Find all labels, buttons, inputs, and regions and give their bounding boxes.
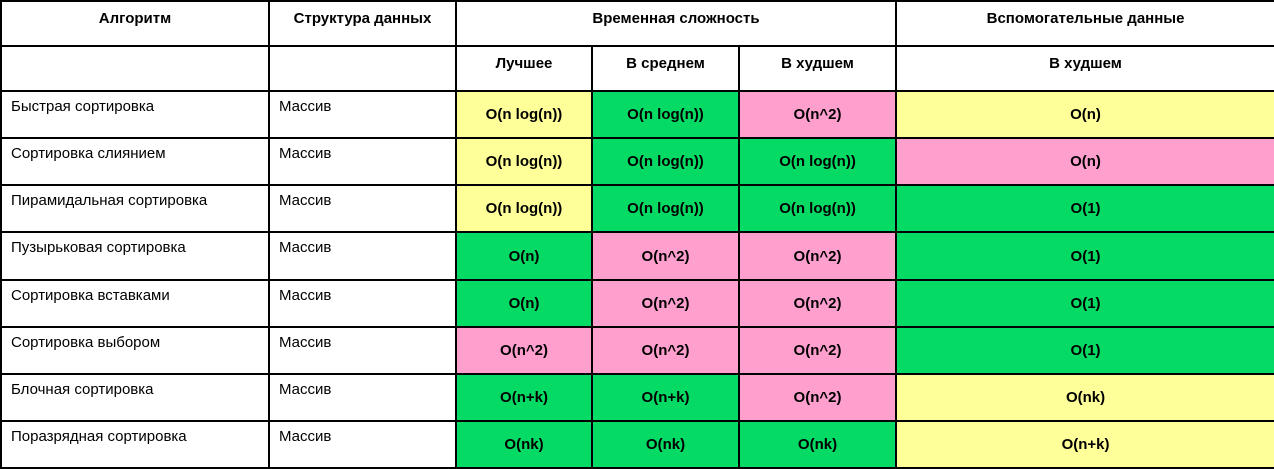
table-row-radix-sort: Поразрядная сортировка Массив O(nk) O(nk… (0, 419, 1274, 469)
worst-complexity-cell: O(n^2) (737, 372, 898, 422)
worst-complexity-cell: O(n^2) (737, 325, 898, 375)
worst-complexity-cell: O(nk) (737, 419, 898, 469)
table-row-selection-sort: Сортировка выбором Массив O(n^2) O(n^2) … (0, 325, 1274, 375)
data-structure-value: Массив (268, 419, 457, 469)
data-structure-value: Массив (268, 231, 457, 281)
data-structure-value: Массив (268, 137, 457, 187)
table-row-bucket-sort: Блочная сортировка Массив O(n+k) O(n+k) … (0, 372, 1274, 422)
data-structure-value: Массив (268, 90, 457, 140)
header-row-1: Алгоритм Структура данных Временная слож… (0, 0, 1274, 48)
auxiliary-complexity-cell: O(n) (895, 137, 1274, 187)
algorithm-name: Пузырьковая сортировка (0, 231, 270, 281)
best-complexity-cell: O(n log(n)) (455, 137, 593, 187)
col-header-aux-worst: В худшем (895, 45, 1274, 93)
best-complexity-cell: O(n) (455, 231, 593, 281)
best-complexity-cell: O(n+k) (455, 372, 593, 422)
average-complexity-cell: O(n+k) (591, 372, 740, 422)
data-structure-value: Массив (268, 325, 457, 375)
algorithm-name: Сортировка выбором (0, 325, 270, 375)
average-complexity-cell: O(n^2) (591, 278, 740, 328)
best-complexity-cell: O(nk) (455, 419, 593, 469)
table-row-insertion-sort: Сортировка вставками Массив O(n) O(n^2) … (0, 278, 1274, 328)
worst-complexity-cell: O(n^2) (737, 231, 898, 281)
auxiliary-complexity-cell: O(1) (895, 325, 1274, 375)
empty-header-cell (268, 45, 457, 93)
data-structure-value: Массив (268, 184, 457, 234)
worst-complexity-cell: O(n^2) (737, 90, 898, 140)
col-header-best: Лучшее (455, 45, 593, 93)
col-header-time-complexity: Временная сложность (454, 0, 898, 48)
col-header-auxiliary-data: Вспомогательные данные (895, 0, 1274, 48)
data-structure-value: Массив (268, 372, 457, 422)
auxiliary-complexity-cell: O(1) (895, 278, 1274, 328)
average-complexity-cell: O(n log(n)) (591, 90, 740, 140)
auxiliary-complexity-cell: O(n) (895, 90, 1274, 140)
algorithm-name: Поразрядная сортировка (0, 419, 270, 469)
best-complexity-cell: O(n log(n)) (455, 90, 593, 140)
worst-complexity-cell: O(n log(n)) (737, 137, 898, 187)
average-complexity-cell: O(n log(n)) (591, 137, 740, 187)
worst-complexity-cell: O(n^2) (737, 278, 898, 328)
average-complexity-cell: O(nk) (591, 419, 740, 469)
average-complexity-cell: O(n^2) (591, 325, 740, 375)
col-header-average: В среднем (591, 45, 740, 93)
empty-header-cell (0, 45, 270, 93)
best-complexity-cell: O(n log(n)) (455, 184, 593, 234)
col-header-algorithm: Алгоритм (0, 0, 270, 48)
table-row-merge-sort: Сортировка слиянием Массив O(n log(n)) O… (0, 137, 1274, 187)
algorithm-name: Сортировка слиянием (0, 137, 270, 187)
table-row-bubble-sort: Пузырьковая сортировка Массив O(n) O(n^2… (0, 231, 1274, 281)
average-complexity-cell: O(n log(n)) (591, 184, 740, 234)
auxiliary-complexity-cell: O(1) (895, 231, 1274, 281)
col-header-data-structure: Структура данных (268, 0, 457, 48)
data-structure-value: Массив (268, 278, 457, 328)
worst-complexity-cell: O(n log(n)) (737, 184, 898, 234)
col-header-worst: В худшем (737, 45, 898, 93)
algorithm-name: Быстрая сортировка (0, 90, 270, 140)
algorithm-name: Сортировка вставками (0, 278, 270, 328)
auxiliary-complexity-cell: O(n+k) (895, 419, 1274, 469)
best-complexity-cell: O(n) (455, 278, 593, 328)
table-row-quick-sort: Быстрая сортировка Массив O(n log(n)) O(… (0, 90, 1274, 140)
average-complexity-cell: O(n^2) (591, 231, 740, 281)
algorithm-name: Пирамидальная сортировка (0, 184, 270, 234)
auxiliary-complexity-cell: O(1) (895, 184, 1274, 234)
best-complexity-cell: O(n^2) (455, 325, 593, 375)
table-row-heap-sort: Пирамидальная сортировка Массив O(n log(… (0, 184, 1274, 234)
auxiliary-complexity-cell: O(nk) (895, 372, 1274, 422)
header-row-2: Лучшее В среднем В худшем В худшем (0, 45, 1274, 93)
algorithm-name: Блочная сортировка (0, 372, 270, 422)
